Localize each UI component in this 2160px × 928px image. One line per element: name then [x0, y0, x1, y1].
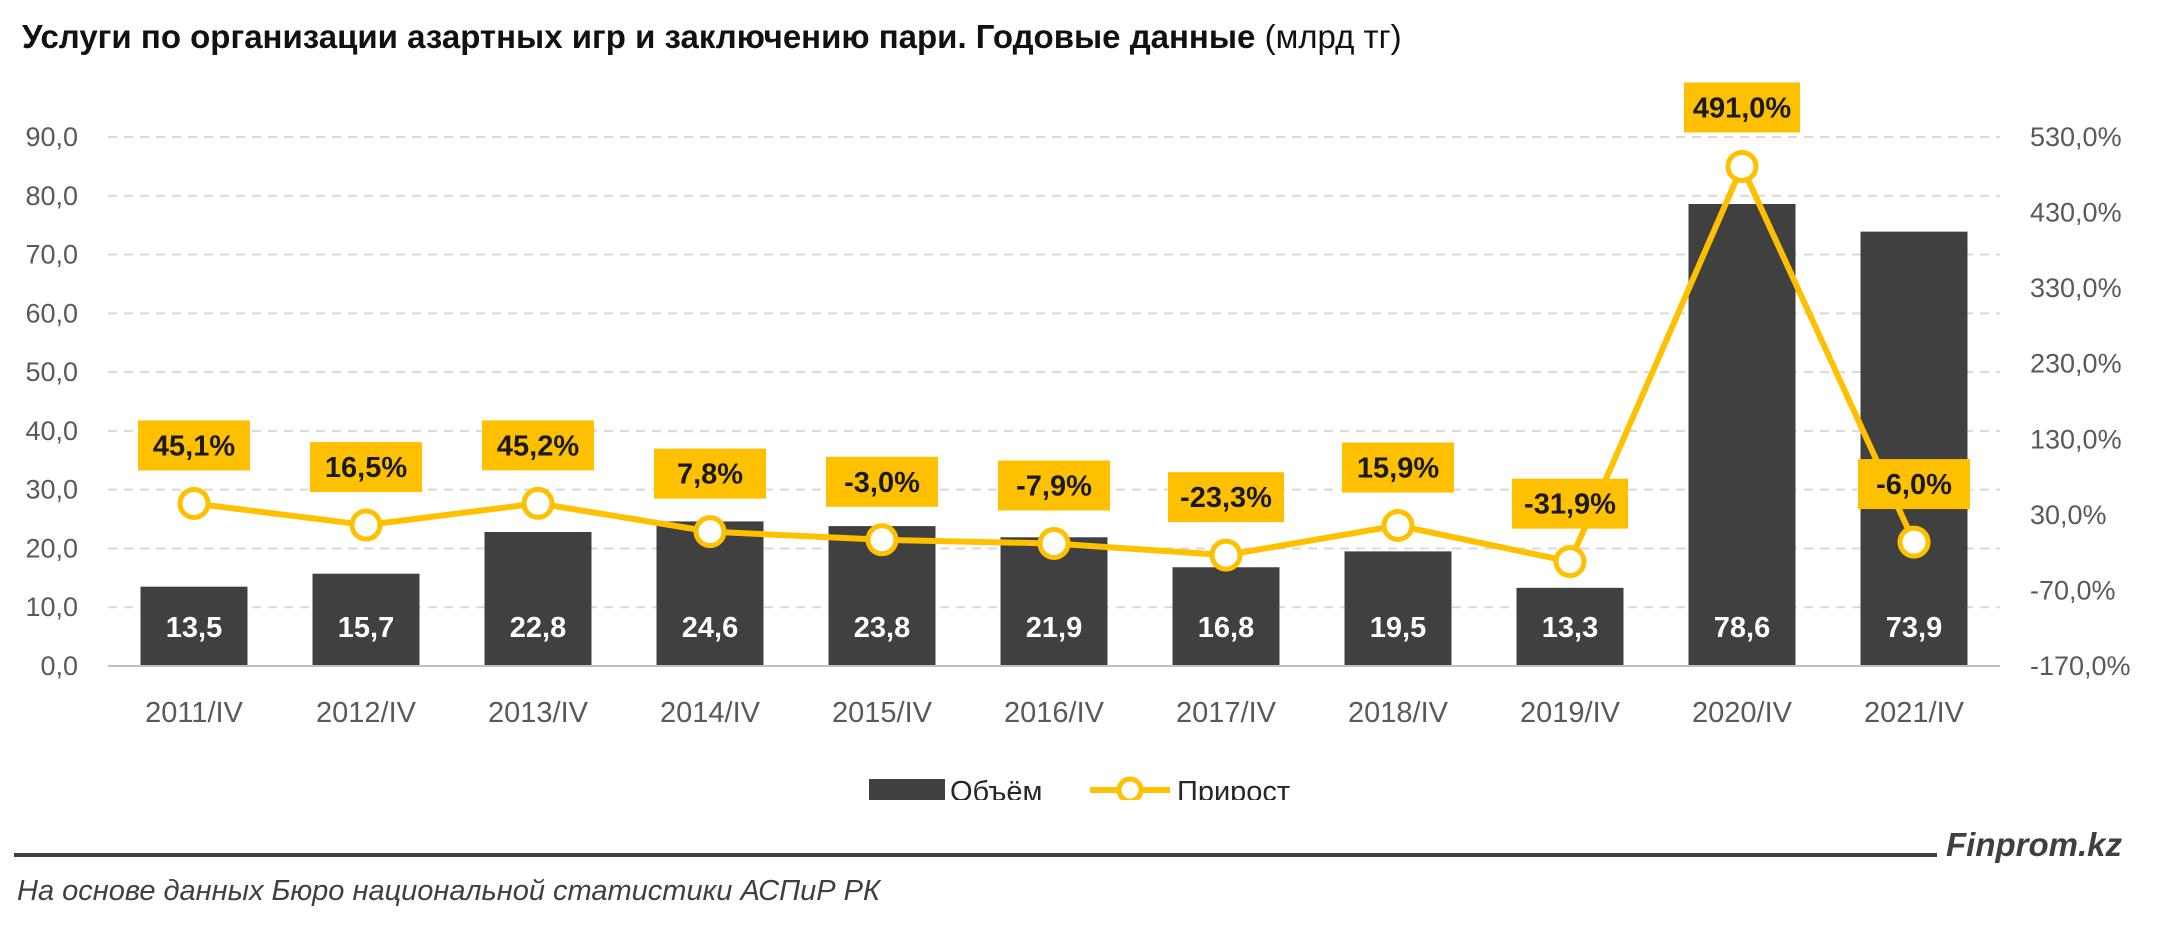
y-right-tick-label: 530,0% [2030, 122, 2122, 152]
line-value-label: 15,9% [1357, 453, 1439, 485]
y-right-tick-label: 230,0% [2030, 349, 2122, 379]
bar-value-label: 73,9 [1886, 612, 1942, 644]
line-point [177, 486, 211, 520]
y-right-tick-label: -70,0% [2030, 575, 2116, 605]
line-point [1209, 538, 1243, 572]
line-value-label: -7,9% [1016, 470, 1092, 502]
chart-title: Услуги по организации азартных игр и зак… [22, 18, 1402, 56]
line-value-label: 7,8% [677, 459, 743, 491]
line-label-box [138, 420, 250, 471]
bar-value-label: 21,9 [1026, 612, 1082, 644]
line-value-label: 45,2% [497, 430, 579, 462]
bar-value-label: 13,5 [166, 612, 222, 644]
x-tick-label: 2011/IV [145, 697, 243, 729]
legend-bar-label: Объём [950, 776, 1042, 800]
x-tick-label: 2014/IV [660, 697, 761, 729]
y-left-tick-label: 70,0 [25, 240, 78, 270]
line-point [349, 508, 383, 542]
y-right-tick-label: -170,0% [2030, 651, 2131, 681]
chart-title-unit: (млрд тг) [1264, 18, 1402, 55]
bar [1344, 551, 1452, 666]
x-tick-label: 2016/IV [1004, 697, 1105, 729]
line-point [1381, 509, 1415, 543]
x-tick-label: 2017/IV [1176, 697, 1277, 729]
line-label-box [482, 420, 594, 471]
bar [1516, 587, 1624, 666]
line-label-box [1168, 472, 1284, 523]
y-axis-left: 0,0 10,0 20,0 30,0 40,0 50,0 60,0 70,0 80,0 90,0 [25, 122, 78, 681]
y-left-tick-label: 90,0 [25, 122, 78, 152]
bar-value-label: 78,6 [1714, 612, 1770, 644]
legend-bar-swatch [869, 779, 945, 800]
line-label-box [1684, 82, 1800, 133]
bar-value-label: 24,6 [682, 612, 738, 644]
x-tick-label: 2013/IV [488, 697, 589, 729]
bar-value-label: 22,8 [510, 612, 566, 644]
bar-series: 13,5 15,7 22,8 24,6 23,8 21,9 16,8 19,5 13,3 78,6… [140, 204, 1968, 667]
line-label-box [1342, 442, 1454, 493]
x-axis: 2011/IV 2012/IV 2013/IV 2014/IV 2015/IV 2016/… [145, 697, 1965, 729]
y-right-tick-label: 430,0% [2030, 198, 2122, 228]
legend-line-marker [1116, 776, 1144, 800]
bar-value-label: 16,8 [1198, 612, 1254, 644]
legend: Объём Прирост [869, 776, 1290, 800]
footer-divider [14, 853, 1937, 857]
line-value-label: 45,1% [153, 430, 235, 462]
line-value-label: -6,0% [1876, 469, 1952, 501]
bar-value-label: 19,5 [1370, 612, 1426, 644]
line-label-box [826, 456, 938, 507]
x-tick-label: 2015/IV [832, 697, 933, 729]
x-tick-label: 2012/IV [316, 697, 417, 729]
x-tick-label: 2018/IV [1348, 697, 1449, 729]
y-right-tick-label: 30,0% [2030, 500, 2107, 530]
x-tick-label: 2019/IV [1520, 697, 1621, 729]
line-point [1553, 545, 1587, 579]
line-label-box [1858, 459, 1970, 510]
y-left-tick-label: 60,0 [25, 298, 78, 328]
x-tick-label: 2021/IV [1864, 697, 1965, 729]
bar [484, 531, 592, 666]
bar [1172, 567, 1280, 666]
line-point [1897, 525, 1931, 559]
bar [312, 573, 420, 666]
line-value-label: -31,9% [1524, 489, 1616, 521]
line-label-box [310, 442, 422, 493]
y-left-tick-label: 20,0 [25, 533, 78, 563]
y-right-tick-label: 330,0% [2030, 273, 2122, 303]
y-left-tick-label: 10,0 [25, 592, 78, 622]
y-left-tick-label: 80,0 [25, 181, 78, 211]
y-left-tick-label: 30,0 [25, 475, 78, 505]
bar-value-label: 13,3 [1542, 612, 1598, 644]
y-axis-right: -170,0% -70,0% 30,0% 130,0% 230,0% 330,0% 430,… [2030, 122, 2131, 681]
line-point [693, 515, 727, 549]
bar-value-label: 23,8 [854, 612, 910, 644]
line-label-box [654, 448, 766, 499]
line-series: 45,1% 16,5% 45,2% 7,8% -3,0% -7,9% -23,3% 15,9%… [138, 82, 1970, 579]
bar [1860, 231, 1968, 667]
y-right-tick-label: 130,0% [2030, 424, 2122, 454]
line-value-label: -23,3% [1180, 482, 1272, 514]
x-tick-label: 2020/IV [1692, 697, 1793, 729]
y-left-tick-label: 0,0 [40, 651, 78, 681]
line-point [1725, 149, 1759, 183]
line-value-label: -3,0% [844, 467, 920, 499]
source-note: На основе данных Бюро национальной стати… [17, 875, 881, 907]
line-label-box [998, 460, 1110, 511]
legend-line-label: Прирост [1177, 776, 1290, 800]
line-point [1037, 526, 1071, 560]
bar [140, 586, 248, 666]
brand-logo: Finprom.kz [1946, 826, 2123, 863]
y-left-tick-label: 50,0 [25, 357, 78, 387]
bar [1688, 204, 1796, 667]
line-point [865, 523, 899, 557]
line-point [521, 486, 555, 520]
line-value-label: 16,5% [325, 452, 407, 484]
chart-title-text: Услуги по организации азартных игр и зак… [22, 18, 1256, 55]
y-left-tick-label: 40,0 [25, 416, 78, 446]
line-value-label: 491,0% [1693, 92, 1792, 124]
bar-value-label: 15,7 [338, 612, 394, 644]
line-label-box [1512, 478, 1628, 529]
chart-area: 13,5 15,7 22,8 24,6 23,8 21,9 16,8 19,5 13,3 78,6… [25, 82, 2131, 800]
